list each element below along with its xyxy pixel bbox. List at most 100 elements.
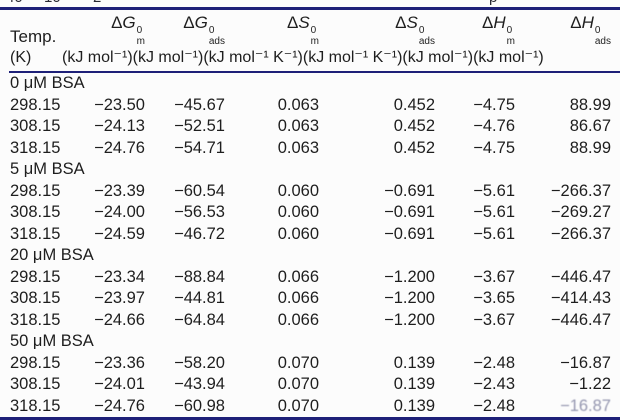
quantity-letter: G bbox=[194, 13, 208, 32]
cell: −1.200 bbox=[384, 310, 435, 329]
subscript: ads bbox=[418, 35, 435, 47]
cell: 0.060 bbox=[277, 203, 319, 221]
cell: −5.61 bbox=[473, 181, 515, 200]
table-row: 308.15 −23.97 −44.81 0.066 −1.200 −3.65 −414.4… bbox=[9, 288, 620, 310]
quantity-symbol: Δ bbox=[286, 13, 299, 32]
cell: −16.87 bbox=[560, 353, 611, 372]
cell: 0.063 bbox=[277, 117, 319, 135]
table-row: 298.15 −23.34 −88.84 0.066 −1.200 −3.67 −446.4… bbox=[9, 267, 620, 289]
cell: −24.76 bbox=[94, 396, 145, 415]
superscript: 0 bbox=[506, 25, 513, 36]
cell: 0.139 bbox=[393, 396, 435, 415]
superscript: 0 bbox=[594, 25, 601, 36]
superscript: 0 bbox=[136, 25, 143, 36]
units-header-row: (K) (kJ mol⁻¹)(kJ mol⁻¹)(kJ mol⁻¹ K⁻¹)(k… bbox=[9, 47, 620, 73]
cropped-text-fragment: 40 bbox=[6, 0, 23, 6]
subscript: ads bbox=[594, 35, 611, 47]
section-header-row: 50 μM BSA bbox=[9, 331, 620, 353]
cropped-text-fragment: 2 bbox=[93, 0, 101, 6]
superscript: 0 bbox=[208, 25, 215, 36]
cropped-text-fragment-row: 40 10 - 2 p bbox=[0, 0, 620, 7]
superscript: 0 bbox=[418, 25, 425, 36]
section-label: 50 μM BSA bbox=[10, 332, 94, 350]
column-header: ΔH 0 ads bbox=[515, 10, 620, 47]
cell: −446.47 bbox=[550, 267, 611, 286]
cell: −23.97 bbox=[94, 289, 145, 307]
cell: 318.15 bbox=[10, 224, 61, 243]
cell: 88.99 bbox=[569, 95, 611, 114]
cell: −23.39 bbox=[94, 181, 145, 200]
cell: 0.070 bbox=[277, 353, 319, 372]
cell: −23.34 bbox=[94, 267, 145, 286]
cell: −3.67 bbox=[473, 310, 515, 329]
cell: 318.15 bbox=[10, 310, 61, 329]
table-row: 308.15 −24.01 −43.94 0.070 0.139 −2.43 −1.22 bbox=[9, 374, 620, 396]
subscript: ads bbox=[208, 35, 225, 47]
quantity-symbol: Δ bbox=[183, 13, 195, 32]
cell: 0.066 bbox=[277, 267, 319, 286]
table-header: Temp. ΔG 0 m ΔG 0 ads ΔS 0 m ΔS 0 ads ΔH 0 m ΔH 0 ads (K) … bbox=[9, 10, 620, 73]
cell: 308.15 bbox=[10, 203, 61, 221]
cell: 0.139 bbox=[393, 375, 435, 393]
cell: −60.54 bbox=[174, 181, 225, 200]
cell: −5.61 bbox=[473, 224, 515, 243]
cell: 318.15 bbox=[10, 396, 61, 415]
section-header-row: 20 μM BSA bbox=[9, 245, 620, 267]
symbol-header-row: Temp. ΔG 0 m ΔG 0 ads ΔS 0 m ΔS 0 ads ΔH 0 m ΔH 0 ads bbox=[9, 10, 620, 47]
column-header: ΔH 0 m bbox=[435, 10, 515, 47]
cell: −446.47 bbox=[550, 310, 611, 329]
cell: −58.20 bbox=[174, 353, 225, 372]
cell: 0.070 bbox=[277, 375, 319, 393]
cell: −269.27 bbox=[550, 203, 611, 221]
table-row: 298.15 −23.50 −45.67 0.063 0.452 −4.75 88.99 bbox=[9, 95, 620, 117]
cell: −23.36 bbox=[94, 353, 145, 372]
superscript-subscript-stack: 0 ads bbox=[418, 25, 435, 47]
cell: −24.00 bbox=[94, 203, 145, 221]
superscript-subscript-stack: 0 ads bbox=[208, 25, 225, 47]
quantity-letter: H bbox=[493, 13, 506, 32]
cell: −45.67 bbox=[174, 95, 225, 114]
cell: −0.691 bbox=[384, 181, 435, 200]
table-row: 318.15 −24.59 −46.72 0.060 −0.691 −5.61 −266.3… bbox=[9, 224, 620, 246]
cell: −88.84 bbox=[174, 267, 225, 286]
section-header-row: 0 μM BSA bbox=[9, 72, 620, 95]
cell: 0.452 bbox=[393, 138, 435, 157]
column-header: ΔG 0 m bbox=[67, 10, 145, 47]
section-label: 20 μM BSA bbox=[10, 246, 94, 264]
cell: −2.48 bbox=[473, 396, 515, 415]
cell: 308.15 bbox=[10, 375, 61, 393]
cell: 0.070 bbox=[277, 396, 319, 415]
cell: −24.13 bbox=[94, 117, 145, 135]
cell: −3.67 bbox=[473, 267, 515, 286]
quantity-letter: S bbox=[298, 13, 310, 32]
cell: 298.15 bbox=[10, 267, 61, 286]
table-row: 298.15 −23.36 −58.20 0.070 0.139 −2.48 −16.87 bbox=[9, 353, 620, 375]
cell: 298.15 bbox=[10, 95, 61, 114]
cell: −54.71 bbox=[174, 138, 225, 157]
table-row: 318.15 −24.66 −64.84 0.066 −1.200 −3.67 −446.4… bbox=[9, 310, 620, 332]
cell: −2.43 bbox=[473, 375, 515, 393]
section-label: 0 μM BSA bbox=[10, 74, 85, 92]
cell: 0.060 bbox=[277, 181, 319, 200]
units-run-label: (kJ mol⁻¹)(kJ mol⁻¹)(kJ mol⁻¹ K⁻¹)(kJ mo… bbox=[62, 49, 544, 66]
cell: −16.87 bbox=[560, 396, 611, 415]
quantity-symbol: Δ bbox=[482, 13, 494, 32]
cell: −1.200 bbox=[384, 267, 435, 286]
cell: −56.53 bbox=[174, 203, 225, 221]
cropped-text-fragment: - bbox=[80, 0, 85, 6]
table-row: 318.15 −24.76 −54.71 0.063 0.452 −4.75 88.99 bbox=[9, 138, 620, 160]
cell: −24.59 bbox=[94, 224, 145, 243]
superscript: 0 bbox=[310, 25, 317, 36]
cell: −414.43 bbox=[550, 289, 611, 307]
cell: −23.50 bbox=[94, 95, 145, 114]
cell: −60.98 bbox=[174, 396, 225, 415]
cell: −0.691 bbox=[384, 203, 435, 221]
column-header: Temp. bbox=[9, 10, 67, 47]
superscript-subscript-stack: 0 ads bbox=[594, 25, 611, 47]
cell: −52.51 bbox=[174, 117, 225, 135]
subscript: m bbox=[136, 35, 145, 47]
